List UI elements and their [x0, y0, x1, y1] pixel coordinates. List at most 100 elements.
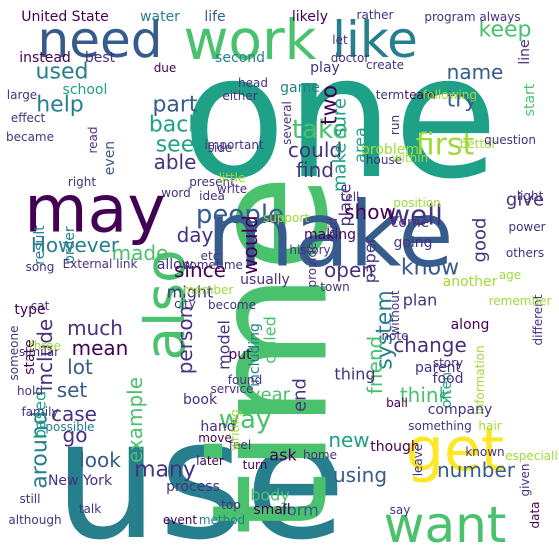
- word-place: place: [336, 183, 355, 226]
- word-family: family: [21, 405, 58, 419]
- word-new: new: [328, 428, 369, 452]
- word-food: food: [433, 371, 464, 387]
- word-include: include: [33, 319, 57, 391]
- word-could: could: [288, 138, 342, 162]
- word-number: number: [437, 458, 516, 482]
- word-etc: etc: [201, 249, 220, 263]
- word-song: song: [26, 260, 55, 274]
- word-back: back: [149, 113, 202, 138]
- word-support: support: [263, 211, 309, 225]
- word-small: small: [253, 502, 290, 518]
- word-plan: plan: [403, 291, 438, 310]
- word-idea: idea: [199, 189, 225, 203]
- word-example: example: [123, 377, 147, 463]
- word-model: model: [215, 320, 234, 370]
- word-event: event: [163, 513, 197, 527]
- word-although: although: [8, 513, 61, 527]
- word-story: story: [433, 356, 463, 370]
- word-present: present: [189, 175, 235, 189]
- word-year: year: [250, 385, 291, 406]
- word-water: water: [140, 9, 180, 25]
- word-three: three: [29, 339, 61, 353]
- word-note: note: [381, 329, 408, 343]
- word-let: let: [332, 33, 348, 47]
- word-rather: rather: [357, 8, 394, 22]
- word-try: try: [447, 88, 478, 113]
- word-ball: ball: [386, 396, 408, 410]
- word-area: area: [351, 127, 370, 163]
- word-within: within: [392, 151, 428, 165]
- word-see: see: [156, 133, 195, 158]
- word-end: end: [290, 378, 311, 412]
- word-important: important: [204, 138, 264, 152]
- word-look: look: [79, 448, 121, 472]
- word-either: either: [222, 89, 257, 103]
- word-though: though: [370, 439, 420, 455]
- word-position: position: [393, 196, 441, 210]
- word-run: run: [388, 115, 402, 135]
- word-parent: parent: [415, 360, 461, 376]
- word-move: move: [198, 431, 232, 445]
- word-keep: keep: [479, 18, 532, 43]
- word-effect: effect: [11, 111, 46, 125]
- word-something: something: [408, 419, 472, 433]
- word-said: said: [326, 218, 340, 243]
- word-using: using: [333, 463, 387, 487]
- word-person: person: [173, 306, 197, 375]
- word-might: might: [167, 283, 214, 302]
- word-friend: friend: [363, 336, 387, 395]
- word-feel: feel: [229, 438, 251, 452]
- word-type: type: [14, 302, 45, 318]
- word-like: like: [332, 11, 418, 69]
- word-later: later: [196, 454, 224, 468]
- word-service: service: [211, 382, 254, 396]
- word-good: good: [470, 218, 491, 263]
- word-thing: thing: [334, 365, 375, 384]
- word-say: say: [390, 503, 411, 517]
- word-due: due: [154, 61, 177, 75]
- word-take: take: [292, 115, 348, 145]
- word-term: term: [376, 88, 405, 102]
- word-home: home: [303, 448, 337, 462]
- word-read: read: [86, 126, 100, 153]
- word-open: open: [324, 258, 374, 282]
- word-head: head: [238, 76, 268, 90]
- word-city: city: [174, 297, 196, 311]
- word-based: based: [31, 391, 50, 439]
- word-remember: remember: [489, 294, 552, 308]
- word-book: book: [183, 392, 218, 408]
- word-ask: ask: [269, 446, 297, 465]
- word-may: may: [24, 173, 166, 248]
- word-often: often: [439, 372, 455, 408]
- word-first: first: [416, 128, 475, 163]
- word-word: word: [161, 186, 191, 200]
- word-would: would: [238, 215, 262, 275]
- word-town: town: [320, 280, 349, 294]
- word-better: better: [460, 137, 497, 151]
- word-little: little: [219, 171, 246, 185]
- word-become: become: [208, 298, 256, 312]
- word-still: still: [20, 492, 41, 506]
- word-right: right: [68, 175, 96, 189]
- word-cat: cat: [31, 299, 50, 313]
- word-write: write: [217, 182, 247, 196]
- word-life: life: [204, 9, 225, 25]
- word-problem: problem: [361, 142, 419, 158]
- word-question: question: [484, 133, 536, 147]
- word-day: day: [177, 223, 214, 247]
- word-given: given: [518, 463, 532, 496]
- word-change: change: [393, 333, 467, 357]
- word-writing: writing: [228, 409, 242, 450]
- word-information: information: [473, 345, 487, 414]
- word-called: called: [261, 316, 280, 364]
- word-including: including: [247, 323, 263, 387]
- word-line: line: [517, 39, 533, 64]
- word-allow: allow: [157, 257, 193, 273]
- word-company: company: [428, 402, 493, 418]
- word-use: use: [54, 384, 346, 559]
- word-case: case: [51, 402, 97, 426]
- word-another: another: [443, 274, 498, 290]
- word-best: best: [85, 50, 116, 66]
